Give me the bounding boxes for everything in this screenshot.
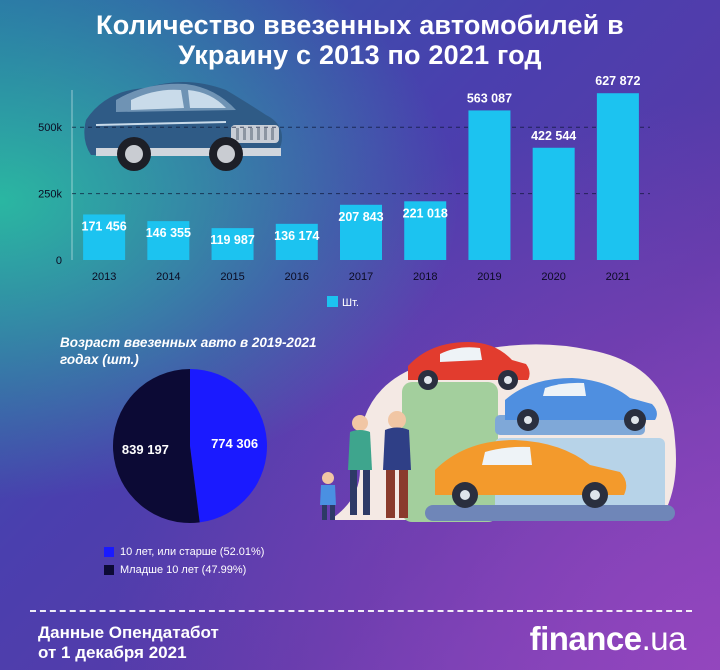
bar: [340, 204, 382, 260]
brand-name: finance: [529, 620, 643, 657]
cars-family-illustration: [320, 342, 676, 522]
y-tick-label: 0: [56, 255, 62, 267]
pie-legend-label-younger: Младше 10 лет (47.99%): [120, 564, 247, 576]
bar-value-label: 207 843: [338, 210, 383, 224]
pie-value-label: 774 306: [211, 436, 258, 451]
x-tick-label: 2020: [541, 271, 565, 283]
pie-slice: [190, 369, 268, 523]
x-tick-label: 2013: [92, 271, 116, 283]
brand-logo: finance.ua: [529, 620, 687, 658]
bar-legend-label: Шт.: [342, 297, 359, 309]
bar: [404, 201, 447, 260]
imports-bar-chart: 0 250k 500k 171 456 2013 146 355 2014 119 987 20…: [38, 74, 650, 309]
pie-chart-title: Возраст ввезенных авто в 2019-2021 годах…: [60, 335, 317, 367]
bar-value-label: 136 174: [274, 229, 319, 243]
pie-value-label: 839 197: [122, 442, 169, 457]
pie-slice: [113, 369, 200, 523]
bar: [468, 110, 511, 260]
bar: [147, 221, 190, 260]
x-tick-label: 2018: [413, 271, 437, 283]
bar: [275, 223, 318, 260]
pie-legend-swatch-older: [104, 547, 114, 557]
x-tick-label: 2021: [606, 271, 630, 283]
brand-domain: .ua: [641, 620, 687, 657]
bar-legend-swatch: [327, 296, 338, 307]
x-tick-label: 2014: [156, 271, 180, 283]
footer-divider: [30, 610, 692, 612]
pie-legend-item-younger: Младше 10 лет (47.99%): [104, 564, 246, 576]
bar: [596, 93, 639, 260]
chart-title-line2: Украину с 2013 по 2021 год: [178, 40, 542, 70]
x-tick-label: 2016: [285, 271, 309, 283]
bar-value-label: 627 872: [595, 74, 640, 88]
pie-legend-label-older: 10 лет, или старше (52.01%): [120, 546, 265, 558]
pie-legend-item-older: 10 лет, или старше (52.01%): [104, 546, 264, 558]
bar-value-label: 563 087: [467, 91, 512, 105]
bar-value-label: 146 355: [146, 226, 191, 240]
bar: [83, 214, 126, 260]
bar: [532, 147, 575, 260]
bar-value-label: 119 987: [210, 233, 255, 247]
bar: [211, 228, 254, 260]
bar-value-label: 422 544: [531, 129, 576, 143]
data-source: Данные Опендатабот от 1 декабря 2021: [38, 623, 219, 663]
data-source-line1: Данные Опендатабот: [38, 623, 219, 642]
chart-title: Количество ввезенных автомобилей в Украи…: [0, 10, 720, 70]
age-pie-chart: 774 306 839 197: [113, 369, 268, 523]
data-source-line2: от 1 декабря 2021: [38, 643, 187, 662]
bar-value-label: 221 018: [403, 206, 448, 220]
y-tick-label: 250k: [38, 189, 62, 201]
x-tick-label: 2017: [349, 271, 373, 283]
y-tick-label: 500k: [38, 122, 62, 134]
bar-value-label: 171 456: [82, 219, 127, 233]
vintage-car-illustration: [84, 81, 282, 171]
chart-title-line1: Количество ввезенных автомобилей в: [96, 10, 624, 40]
x-tick-label: 2015: [220, 271, 244, 283]
x-tick-label: 2019: [477, 271, 501, 283]
pie-legend-swatch-younger: [104, 565, 114, 575]
